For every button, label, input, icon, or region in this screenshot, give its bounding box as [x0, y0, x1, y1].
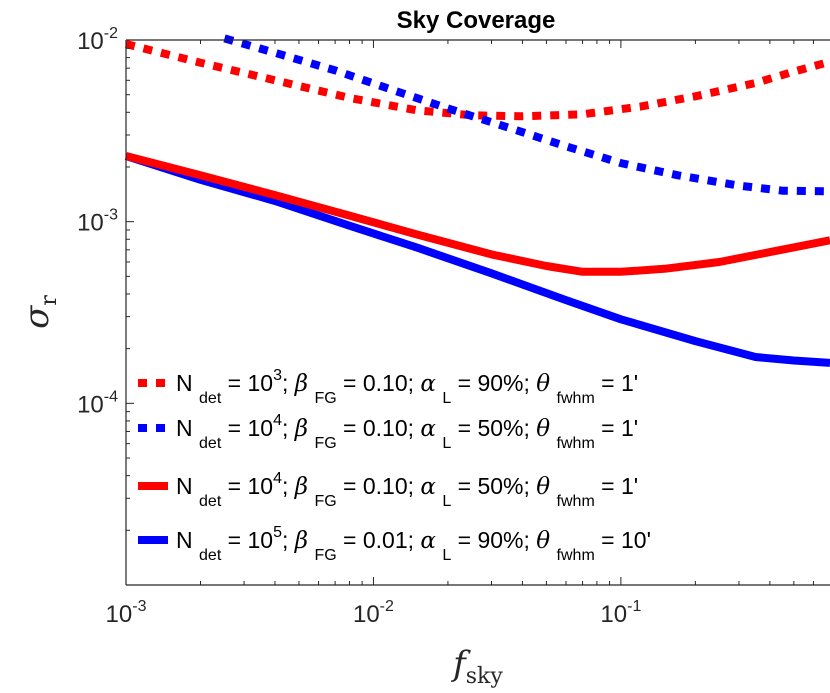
- series-line-4: [124, 152, 830, 367]
- legend-label-4: N det = 105; β FG = 0.01; α L = 90%; θ f…: [176, 524, 651, 564]
- chart-title: Sky Coverage: [397, 7, 556, 34]
- series-line-3: [124, 152, 830, 276]
- axis-ticks: 10-3 10-2 10-1 10-2 10-3 10-4: [77, 25, 814, 628]
- series-lines: [124, 34, 830, 367]
- x-tick-label: 10-3: [106, 598, 147, 628]
- legend-label-2: N det = 104; β FG = 0.10; α L = 50%; θ f…: [176, 412, 638, 452]
- legend: N det = 103; β FG = 0.10; α L = 90%; θ f…: [138, 367, 651, 564]
- y-axis-label: σr: [17, 295, 62, 329]
- legend-label-1: N det = 103; β FG = 0.10; α L = 90%; θ f…: [176, 367, 638, 407]
- plot-background: [126, 40, 830, 585]
- series-line-1: [125, 40, 830, 121]
- legend-label-3: N det = 104; β FG = 0.10; α L = 50%; θ f…: [176, 470, 638, 510]
- x-tick-label: 10-1: [600, 598, 641, 628]
- y-tick-label: 10-4: [77, 388, 118, 418]
- y-tick-label: 10-2: [77, 25, 118, 55]
- x-tick-label: 10-2: [353, 598, 394, 628]
- y-tick-label: 10-3: [77, 207, 118, 237]
- axes-frame: [125, 39, 830, 586]
- x-axis-label: fsky: [450, 644, 503, 689]
- series-line-2: [223, 34, 830, 196]
